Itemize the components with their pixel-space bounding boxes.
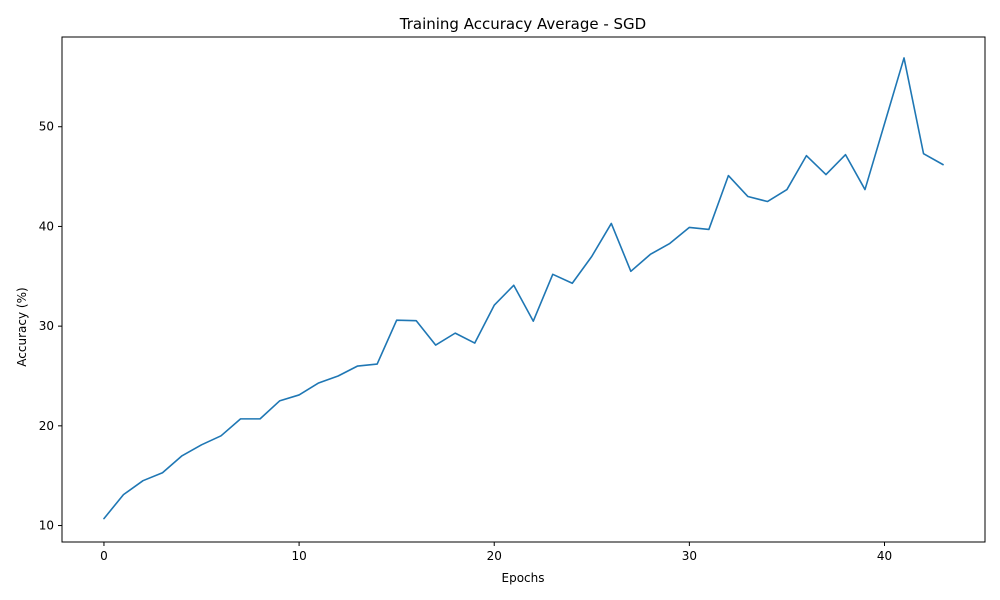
accuracy-series-line (103, 57, 944, 520)
x-tick-label: 30 (682, 549, 697, 563)
x-tick-label: 20 (487, 549, 502, 563)
y-tick-label: 20 (39, 419, 54, 433)
chart-title: Training Accuracy Average - SGD (399, 15, 646, 33)
axes-frame (61, 36, 986, 543)
y-tick-label: 10 (39, 519, 54, 533)
series-layer (103, 57, 944, 520)
y-axis-label: Accuracy (%) (15, 287, 29, 366)
x-tick-label: 40 (877, 549, 892, 563)
y-tick-label: 50 (39, 120, 54, 134)
y-tick-label: 40 (39, 219, 54, 233)
x-tick-label: 0 (100, 549, 108, 563)
y-tick-label: 30 (39, 319, 54, 333)
x-tick-label: 10 (291, 549, 306, 563)
y-axis-ticks: 10 20 30 40 50 (39, 120, 62, 533)
x-axis-label: Epochs (502, 571, 545, 585)
x-axis-ticks: 0 10 20 30 40 (100, 542, 892, 563)
